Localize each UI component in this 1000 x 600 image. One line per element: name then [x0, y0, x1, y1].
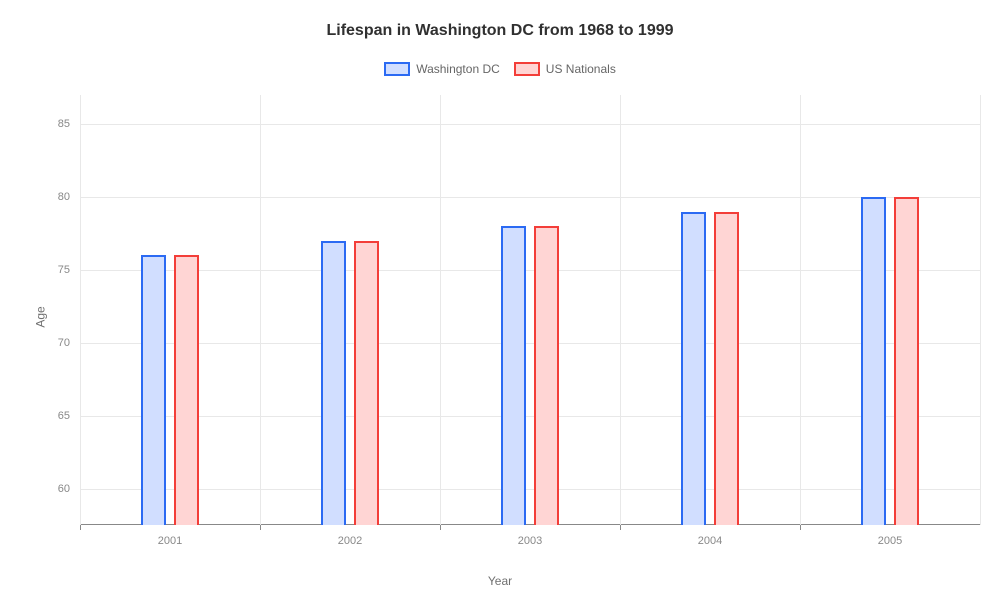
- x-axis-label: Year: [0, 574, 1000, 588]
- lifespan-chart: Lifespan in Washington DC from 1968 to 1…: [0, 0, 1000, 600]
- bar: [534, 226, 559, 525]
- v-gridline: [620, 95, 621, 525]
- y-tick-label: 75: [58, 264, 80, 276]
- bar: [501, 226, 526, 525]
- chart-title: Lifespan in Washington DC from 1968 to 1…: [0, 22, 1000, 40]
- y-tick-label: 80: [58, 191, 80, 203]
- x-tick: [260, 525, 261, 530]
- v-gridline: [980, 95, 981, 525]
- v-gridline: [260, 95, 261, 525]
- x-tick-label: 2005: [878, 525, 902, 547]
- y-tick-label: 60: [58, 483, 80, 495]
- legend-item-us-nationals: US Nationals: [514, 62, 616, 76]
- x-tick-label: 2004: [698, 525, 722, 547]
- bar: [861, 197, 886, 525]
- x-tick: [800, 525, 801, 530]
- gridline: [80, 416, 980, 417]
- gridline: [80, 124, 980, 125]
- plot-area: 60657075808520012002200320042005: [80, 95, 980, 525]
- legend-label: US Nationals: [546, 62, 616, 76]
- v-gridline: [440, 95, 441, 525]
- bar: [681, 212, 706, 525]
- bar: [141, 255, 166, 525]
- chart-legend: Washington DC US Nationals: [0, 62, 1000, 76]
- gridline: [80, 489, 980, 490]
- legend-swatch: [384, 62, 410, 76]
- x-tick: [440, 525, 441, 530]
- y-tick-label: 70: [58, 337, 80, 349]
- x-tick-label: 2001: [158, 525, 182, 547]
- y-tick-label: 65: [58, 410, 80, 422]
- gridline: [80, 197, 980, 198]
- gridline: [80, 343, 980, 344]
- bar: [321, 241, 346, 525]
- bar: [174, 255, 199, 525]
- x-tick-label: 2003: [518, 525, 542, 547]
- bar: [354, 241, 379, 525]
- x-tick-label: 2002: [338, 525, 362, 547]
- bar: [714, 212, 739, 525]
- legend-swatch: [514, 62, 540, 76]
- x-tick: [620, 525, 621, 530]
- x-tick: [80, 525, 81, 530]
- legend-item-washington-dc: Washington DC: [384, 62, 500, 76]
- legend-label: Washington DC: [416, 62, 500, 76]
- gridline: [80, 270, 980, 271]
- bar: [894, 197, 919, 525]
- y-axis-label: Age: [34, 306, 48, 327]
- y-tick-label: 85: [58, 118, 80, 130]
- v-gridline: [80, 95, 81, 525]
- v-gridline: [800, 95, 801, 525]
